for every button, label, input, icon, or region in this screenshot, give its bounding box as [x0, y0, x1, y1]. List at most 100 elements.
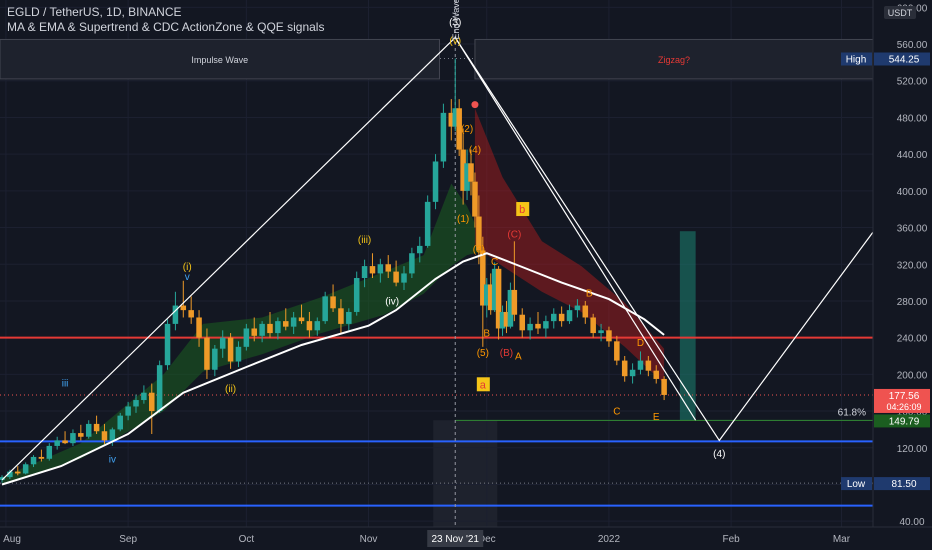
wave-banner: Impulse Wave Zigzag? — [0, 38, 874, 80]
candle-body — [590, 317, 596, 334]
candle-body — [156, 365, 163, 412]
wave-label: B — [483, 329, 490, 340]
low-price: 81.50 — [891, 479, 916, 490]
wave-annotations: (i)v (ii) (iii) (iv) (v) (3) iii iv (1) (2) (4) (3)… — [62, 0, 726, 465]
end-wave3-label: End Wave3 — [451, 0, 461, 39]
horizontal-lines — [0, 336, 873, 507]
candle-body — [606, 330, 612, 342]
candle-body — [227, 337, 234, 362]
signal-marker — [471, 101, 479, 109]
price-axis-bg — [873, 0, 932, 550]
wave-label: (2) — [461, 124, 473, 135]
crosshair-date: 23 Nov '21 — [431, 534, 479, 545]
candle-body — [22, 464, 29, 474]
bear-cloud — [474, 108, 665, 384]
wave-label: (3) — [473, 244, 485, 255]
symbol-title[interactable]: EGLD / TetherUS, 1D, BINANCE — [7, 5, 182, 19]
time-tick: Nov — [360, 534, 378, 545]
time-tick: Aug — [3, 534, 21, 545]
candle-body — [196, 317, 202, 338]
candle-body — [361, 266, 368, 279]
candle-body — [511, 289, 518, 315]
candle-body — [499, 311, 506, 329]
candle-body — [495, 268, 502, 329]
candle-body — [322, 296, 328, 322]
wave-label: (iv) — [385, 297, 399, 308]
candle-body — [598, 330, 604, 334]
wave-label: B — [586, 288, 593, 299]
candle-body — [503, 311, 510, 327]
wave-label: (iii) — [358, 235, 371, 246]
price-tick: 400.00 — [897, 187, 928, 198]
candle-body — [330, 296, 336, 309]
price-tick: 40.00 — [899, 517, 924, 528]
currency-badge-bg — [884, 6, 916, 19]
candle-body — [653, 370, 659, 379]
candle-body — [267, 323, 273, 334]
candle-body — [385, 264, 391, 272]
candle-body — [543, 321, 549, 329]
indicator-clouds — [2, 108, 665, 485]
candle-body — [369, 266, 376, 274]
candle-body — [377, 264, 384, 274]
time-tick: Mar — [833, 534, 851, 545]
candle-body — [476, 216, 482, 251]
candle-body — [393, 271, 399, 283]
candle-body — [15, 471, 21, 474]
impulse-wave-label: Impulse Wave — [191, 55, 248, 65]
elliott-wave-line — [1, 36, 874, 481]
candle-body — [440, 112, 447, 162]
boxed-label-bg — [516, 202, 530, 217]
price-axis: 40.0080.00120.00160.00200.00240.00280.00… — [841, 0, 932, 550]
candle-body — [204, 337, 210, 370]
candle-body — [0, 477, 5, 480]
wave-c-line — [454, 37, 697, 421]
boxed-label: a — [480, 379, 487, 391]
price-tick: 120.00 — [897, 444, 928, 455]
candle-body — [85, 423, 92, 437]
price-tick: 240.00 — [897, 334, 928, 345]
candle-body — [188, 310, 194, 318]
candle-body — [172, 305, 179, 324]
candle-body — [149, 392, 155, 412]
time-axis: Aug Sep Oct Nov Dec 2022 Feb Mar 23 Nov '21 — [0, 526, 932, 550]
wave-label: (ii) — [225, 384, 236, 395]
candle-body — [164, 323, 171, 366]
wave-label: C — [613, 407, 620, 418]
impulse-wave-box — [0, 38, 440, 80]
price-tick: 560.00 — [897, 40, 928, 51]
candle-body — [582, 305, 589, 318]
price-tick: 520.00 — [897, 77, 928, 88]
indicators-title[interactable]: MA & EMA & Supertrend & CDC ActionZone &… — [7, 20, 325, 34]
last-price-bg — [874, 388, 930, 413]
bull-cloud — [2, 183, 483, 485]
crosshair-shade — [433, 420, 498, 527]
wave-label: A — [515, 352, 522, 363]
candle-body — [275, 321, 281, 334]
candle-body — [30, 456, 37, 465]
candle-body — [456, 108, 462, 150]
candle-body — [551, 313, 557, 322]
wave-label: (C) — [507, 230, 521, 241]
candle-body — [480, 250, 486, 306]
wave-label: (4) — [469, 145, 481, 156]
candle-body — [464, 163, 470, 191]
candle-body — [212, 348, 218, 370]
wave-label: iv — [109, 454, 116, 465]
candle-body — [180, 305, 187, 311]
candle-body — [46, 445, 53, 459]
price-tick: 200.00 — [897, 370, 928, 381]
fib-price-bg — [874, 414, 930, 428]
wave-label: E — [653, 412, 660, 423]
candle-body — [290, 317, 297, 327]
wave-label: (1) — [457, 214, 469, 225]
candle-body — [645, 360, 652, 371]
candle-body — [468, 163, 474, 182]
time-tick: Sep — [119, 534, 137, 545]
last-price-countdown: 04:26:09 — [886, 402, 921, 412]
candle-body — [507, 289, 514, 327]
candle-body — [629, 369, 636, 377]
low-price-bg — [874, 477, 930, 491]
candle-body — [298, 317, 305, 322]
